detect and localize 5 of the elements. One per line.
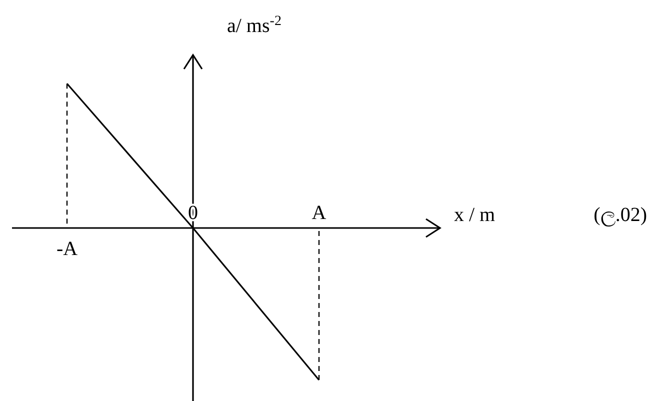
y-axis-title: a/ ms$^{-2}$ (227, 14, 282, 37)
x-axis-title: x / m (454, 204, 496, 226)
text: (ල.02) (594, 204, 647, 227)
x-tick-label: A (312, 202, 327, 224)
x-tick-label: -A (56, 238, 78, 260)
